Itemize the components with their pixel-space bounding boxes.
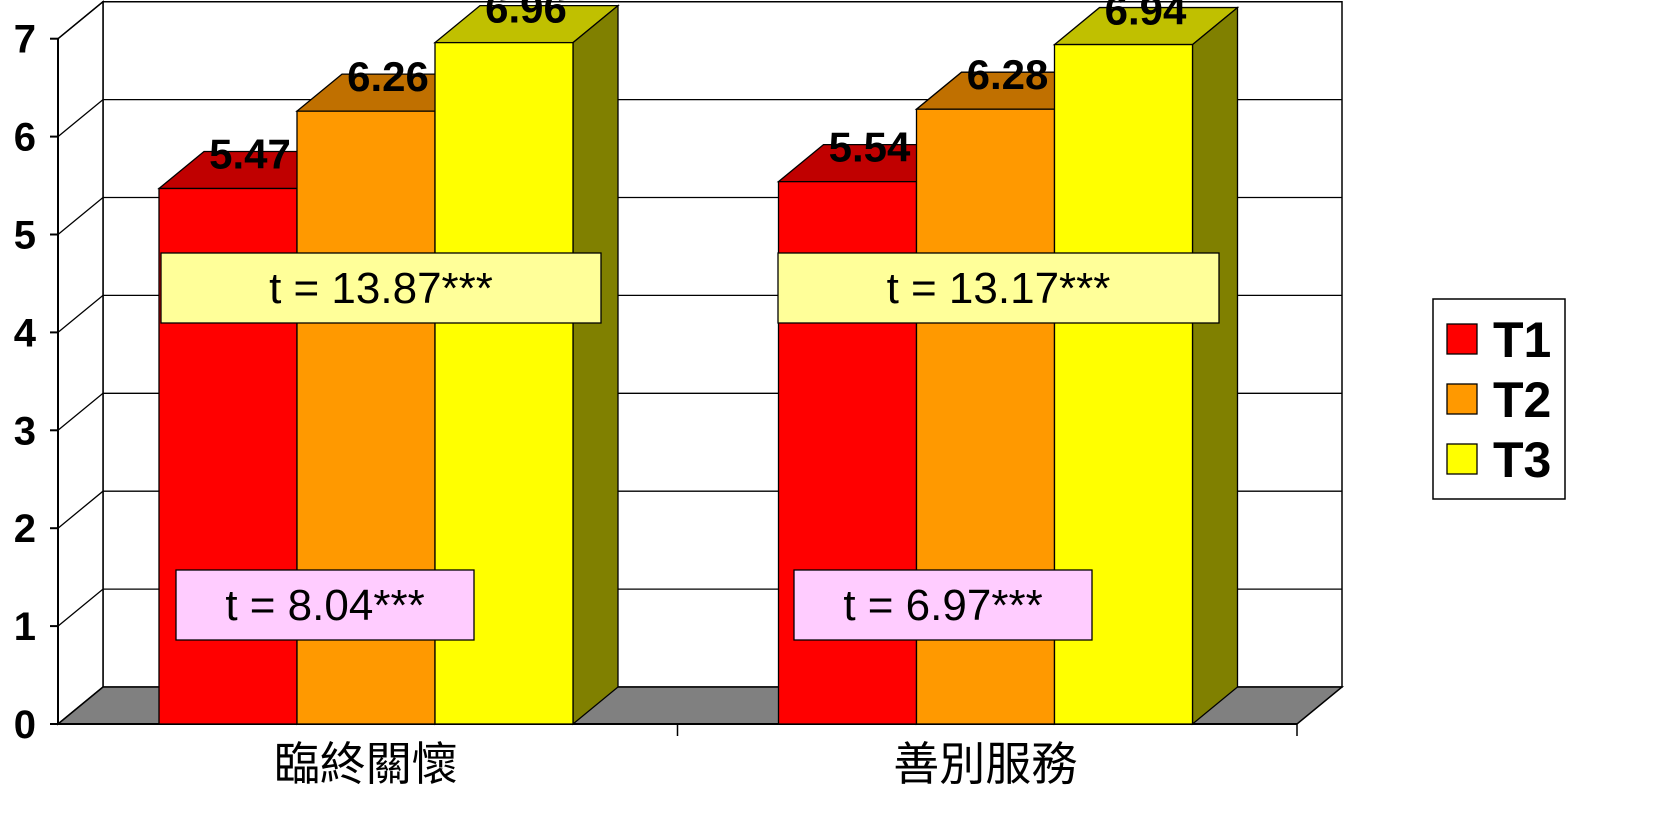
x-axis: 臨終關懷 善別服務 xyxy=(58,723,1298,791)
y-tick-label: 1 xyxy=(14,605,36,649)
t-stat-text: t = 13.87*** xyxy=(269,264,493,313)
t-stat-annotation: t = 13.87*** xyxy=(160,252,602,324)
data-label: 5.54 xyxy=(829,124,911,171)
annotations: t = 13.87*** t = 8.04*** t = 13.17*** t = 6… xyxy=(160,252,1220,641)
legend-swatch xyxy=(1446,383,1478,415)
y-tick-label: 5 xyxy=(14,214,36,258)
legend-swatch xyxy=(1446,323,1478,355)
t-stat-annotation: t = 8.04*** xyxy=(175,569,475,641)
bar-side xyxy=(1191,6,1239,726)
t-stat-text: t = 6.97*** xyxy=(843,581,1042,630)
legend-label: T1 xyxy=(1493,312,1551,368)
t-stat-box xyxy=(175,569,475,641)
y-tick-label: 6 xyxy=(14,116,36,160)
y-tick-label: 4 xyxy=(14,311,37,355)
data-label: 6.28 xyxy=(967,51,1049,98)
data-label: 6.26 xyxy=(347,53,429,100)
y-tick-label: 3 xyxy=(14,409,36,453)
legend-swatch xyxy=(1446,443,1478,475)
t-stat-text: t = 8.04*** xyxy=(225,581,424,630)
x-category-label: 臨終關懷 xyxy=(274,737,458,791)
legend-label: T2 xyxy=(1493,372,1551,428)
side-wall xyxy=(57,0,104,726)
y-tick-label: 0 xyxy=(14,703,36,747)
bar-side xyxy=(572,4,619,726)
t-stat-annotation: t = 6.97*** xyxy=(793,569,1093,641)
t-stat-text: t = 13.17*** xyxy=(887,264,1111,313)
t-stat-box xyxy=(777,252,1220,324)
y-tick-label: 7 xyxy=(14,18,36,62)
t-stat-box xyxy=(793,569,1093,641)
data-label: 6.94 xyxy=(1105,0,1187,34)
t-stat-annotation: t = 13.17*** xyxy=(777,252,1220,324)
gridline xyxy=(57,1,1342,40)
x-category-label: 善別服務 xyxy=(893,737,1077,791)
data-label: 5.47 xyxy=(209,130,291,177)
data-label: 6.96 xyxy=(485,0,567,32)
legend-label: T3 xyxy=(1493,432,1551,488)
y-axis: 0 1 2 3 4 5 6 7 xyxy=(14,18,59,747)
y-tick-label: 2 xyxy=(14,507,36,551)
t-stat-box xyxy=(160,252,602,324)
data-labels: 5.47 6.26 6.96 5.54 6.28 6.94 xyxy=(209,0,1187,177)
